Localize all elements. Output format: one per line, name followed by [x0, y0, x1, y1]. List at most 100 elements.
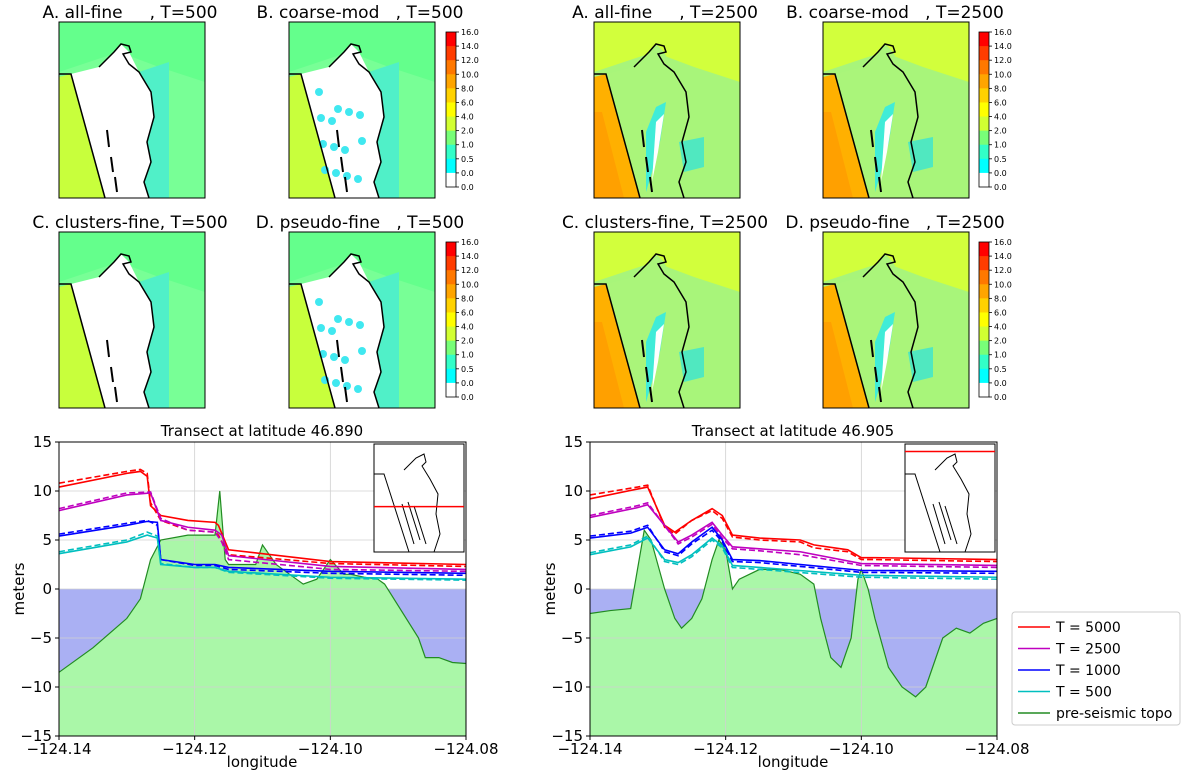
map-frame: [593, 231, 741, 409]
colorbar-segment: [446, 382, 456, 398]
colorbar-segment: [446, 60, 456, 75]
map-cyan-patch: [332, 169, 340, 177]
map-interior: [835, 254, 918, 408]
inset-frame: [373, 443, 465, 553]
colorbar-frame: [445, 241, 457, 398]
map-panel: [822, 21, 970, 199]
colorbar-tick-label: 1.0: [461, 141, 474, 150]
colorbar-tick-label: 1.0: [994, 351, 1007, 360]
colorbar-segment: [446, 144, 456, 160]
colorbar-tick-label: 0.0: [461, 169, 474, 178]
series-line-solid: [589, 537, 998, 579]
transect-title: Transect at latitude 46.905: [691, 422, 894, 440]
map-panel: [593, 21, 741, 199]
colorbar-tick-label: 2.0: [994, 127, 1007, 136]
map-coastline: [59, 73, 106, 199]
map-east-band: [139, 62, 169, 198]
colorbar: 16.0 14.0 12.0 10.0 8.0 6.0 4.0 2.0 1.0 0.5 0.0 0.0: [445, 28, 479, 192]
map-interior: [606, 254, 689, 408]
colorbar-segment: [446, 32, 456, 47]
colorbar-tick-label: 2.0: [994, 337, 1007, 346]
x-tick-label: −124.14: [557, 740, 622, 758]
y-tick-label: 10: [33, 482, 52, 500]
map-frame: [822, 21, 970, 199]
map-offshore-core: [594, 322, 624, 408]
x-tick-label: −124.10: [829, 740, 894, 758]
colorbar-segment: [979, 88, 989, 103]
y-tick-label: −5: [30, 629, 52, 647]
map-interior: [71, 44, 154, 198]
map-coastline: [823, 283, 870, 409]
inset-map: [373, 443, 465, 553]
colorbar-segment: [446, 88, 456, 103]
colorbar-tick-label: 14.0: [461, 252, 479, 261]
colorbar-tick-label: 8.0: [994, 294, 1007, 303]
colorbar: 16.0 14.0 12.0 10.0 8.0 6.0 4.0 2.0 1.0 0.5 0.0 0.0: [978, 238, 1012, 402]
map-east-band: [369, 62, 399, 198]
map-dry-band: [881, 114, 893, 182]
colorbar-segment: [979, 312, 989, 328]
map-frame: [288, 21, 436, 199]
colorbar-segment: [446, 74, 456, 89]
map-cyan-patch: [330, 353, 338, 361]
colorbar-segment: [979, 116, 989, 132]
map-interior: [301, 44, 384, 198]
colorbar-tick-label: 4.0: [461, 323, 474, 332]
colorbar-tick-label: 1.0: [461, 351, 474, 360]
map-coastline: [594, 283, 641, 409]
colorbar-segment: [979, 158, 989, 174]
colorbar-segment: [979, 46, 989, 61]
inset-coastline: [905, 473, 941, 553]
colorbar-segment: [446, 130, 456, 146]
inset-coastline: [934, 453, 972, 553]
map-cyan-patch: [317, 114, 325, 122]
colorbar-tick-label: 0.5: [461, 155, 474, 164]
colorbar-segment: [979, 102, 989, 118]
map-title-b-t2500: B. coarse-mod , T=2500: [786, 3, 1004, 23]
colorbar-segment: [446, 102, 456, 118]
colorbar-segment: [446, 158, 456, 174]
colorbar-frame: [978, 31, 990, 188]
map-cyan-patch: [315, 88, 323, 96]
map-interior: [301, 254, 384, 408]
transect-plot-46890: Transect at latitude 46.890 meters longi…: [10, 422, 499, 771]
colorbar-tick-label: 2.0: [461, 337, 474, 346]
legend-label: pre-seismic topo: [1056, 706, 1172, 722]
x-axis-label: longitude: [758, 753, 829, 771]
inset-channels: [401, 501, 427, 545]
colorbar-tick-label: 0.0: [461, 379, 474, 388]
colorbar-tick-label: 10.0: [994, 280, 1012, 289]
map-panel: [288, 21, 436, 199]
colorbar-segment: [979, 368, 989, 384]
map-dry-band: [652, 114, 664, 182]
colorbar-tick-label: 10.0: [994, 70, 1012, 79]
y-axis-label: meters: [541, 562, 559, 615]
map-coastline: [289, 283, 336, 409]
y-tick-label: 5: [573, 531, 583, 549]
map-offshore-strip: [59, 74, 105, 198]
colorbar-tick-label: 16.0: [461, 28, 479, 37]
colorbar-tick-label: 12.0: [461, 266, 479, 275]
map-cyan-patch: [356, 321, 364, 329]
colorbar-tick-label: 6.0: [994, 308, 1007, 317]
colorbar-segment: [446, 116, 456, 132]
map-cyan-patch: [345, 108, 353, 116]
colorbar-tick-label: 6.0: [461, 308, 474, 317]
colorbar-tick-label: 10.0: [461, 70, 479, 79]
colorbar-tick-label: 0.0: [994, 183, 1007, 192]
y-axis-label: meters: [10, 562, 28, 615]
colorbar-tick-label: 0.0: [461, 393, 474, 402]
legend-box: [1011, 611, 1181, 726]
map-island-lines: [336, 339, 348, 403]
colorbar-segment: [979, 270, 989, 285]
series-line-dashed: [58, 519, 467, 577]
colorbar-tick-label: 8.0: [994, 84, 1007, 93]
map-title-a-t500: A. all-fine , T=500: [43, 3, 218, 23]
legend-label: T = 500: [1055, 685, 1112, 701]
map-island-lines: [336, 129, 348, 193]
map-east-band: [369, 272, 399, 408]
transect-plot-46905: Transect at latitude 46.905 meters longi…: [541, 422, 1030, 771]
map-coastline: [59, 283, 106, 409]
colorbar-tick-label: 14.0: [461, 42, 479, 51]
